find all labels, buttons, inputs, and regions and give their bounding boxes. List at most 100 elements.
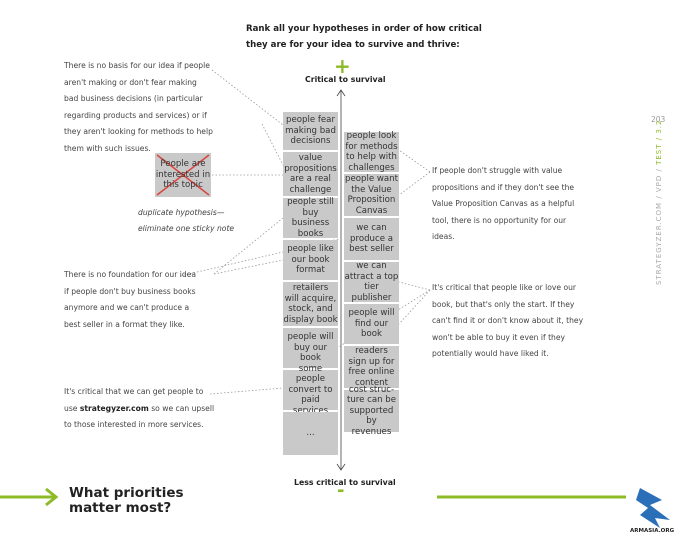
sticky-note: some people convert to paid services bbox=[283, 364, 338, 416]
axis-arrow-top bbox=[336, 89, 346, 97]
duplicate-note: People are interested in this topic bbox=[155, 153, 211, 197]
annotation-line: aren't making or don't fear making bbox=[64, 77, 197, 87]
note-line: propositions bbox=[284, 163, 337, 174]
dotted-connectors bbox=[179, 69, 431, 395]
annotation-line: bad business decisions (in particular bbox=[64, 94, 203, 103]
sticky-note: retailers will acquire, stock, and display … bbox=[283, 282, 338, 326]
sticky-note: ... bbox=[283, 412, 338, 455]
annotation-line: It's critical that people like or love o… bbox=[432, 283, 577, 292]
cross-out bbox=[156, 154, 210, 196]
footer-title: What priorities matter most? bbox=[69, 486, 184, 516]
note-line: ... bbox=[306, 428, 315, 439]
note-line: challenge bbox=[289, 184, 332, 195]
annotation-line: tool, there is no opportunity for our bbox=[432, 215, 567, 225]
sticky-note: people want the Value Proposition Canvas bbox=[344, 174, 399, 216]
note-line: revenues bbox=[351, 426, 392, 437]
sticky-note: people still buy business books bbox=[283, 197, 338, 239]
note-line: People are bbox=[160, 159, 206, 170]
note-line: free online bbox=[348, 367, 395, 377]
note-line: supported by bbox=[349, 405, 394, 427]
note-line: people like bbox=[287, 244, 334, 255]
note-line: produce a bbox=[350, 233, 393, 244]
note-line: stock, and bbox=[288, 304, 333, 314]
text: so we can upsell bbox=[148, 403, 215, 413]
annotation-line: best seller in a format they like. bbox=[64, 319, 185, 329]
note-line: people want bbox=[345, 174, 398, 184]
note-line: for methods bbox=[345, 141, 398, 152]
note-line: display book bbox=[283, 314, 338, 325]
annotation-line: use strategyzer.com so we can upsell bbox=[64, 401, 214, 418]
note-line: books bbox=[297, 228, 324, 239]
annotation-line: ideas. bbox=[432, 232, 455, 241]
annotation-line: to those interested in more services. bbox=[64, 420, 204, 429]
note-line: Canvas bbox=[355, 205, 388, 216]
note-line: readers bbox=[355, 346, 388, 356]
annotation: It's critical that people like or love o… bbox=[432, 280, 583, 363]
axis-arrow-bottom bbox=[336, 463, 346, 471]
sticky-note: value propositions are a real challenge bbox=[283, 152, 338, 196]
note-line: buy our book bbox=[294, 342, 327, 364]
side-gray: STRATEGYZER.COM / VPD / bbox=[655, 164, 663, 285]
title-line: What priorities bbox=[69, 485, 184, 501]
note-line: best seller bbox=[349, 244, 394, 255]
annotation: It's critical that we can get people to u… bbox=[64, 384, 214, 434]
duplicate-caption: duplicate hypothesis— eliminate one stick… bbox=[138, 205, 234, 237]
footer-arrowhead bbox=[45, 487, 59, 507]
logo-shape bbox=[636, 488, 670, 528]
note-line: people will bbox=[287, 332, 334, 343]
note-line: format bbox=[296, 265, 325, 276]
caption-line: eliminate one sticky note bbox=[138, 224, 235, 233]
annotation-line: won't be able to buy it even if they bbox=[432, 332, 566, 342]
title-line: matter most? bbox=[69, 500, 172, 516]
note-line: are a real bbox=[290, 174, 331, 184]
annotation-line: anymore and we can't produce a bbox=[64, 303, 190, 312]
header-line: they are for your idea to survive and th… bbox=[246, 40, 460, 50]
annotation-line: It's critical that we can get people to bbox=[64, 387, 204, 396]
top-label: Critical to survival bbox=[305, 75, 386, 84]
sticky-note: people will buy our book bbox=[283, 328, 338, 368]
annotation-line: propositions and if they don't see the bbox=[432, 182, 575, 192]
note-line: find our book bbox=[354, 318, 389, 340]
annotation: There is no basis for our idea if people… bbox=[64, 58, 213, 157]
note-line: we can bbox=[356, 261, 387, 271]
plus-sign: + bbox=[334, 54, 351, 78]
note-line: decisions bbox=[290, 136, 331, 147]
note-line: challenges bbox=[348, 162, 395, 173]
sticky-note: readers sign up for free online content bbox=[344, 346, 399, 388]
annotation-line: Value Proposition Canvas as a helpful bbox=[432, 199, 575, 208]
header: Rank all your hypotheses in order of how… bbox=[246, 21, 482, 53]
note-line: interested in bbox=[155, 169, 211, 180]
text: use bbox=[64, 403, 80, 413]
note-line: attract a top bbox=[344, 271, 399, 282]
link-text: strategyzer.com bbox=[79, 403, 149, 413]
note-line: making bad bbox=[285, 125, 336, 136]
logo-text: ARMASIA.ORG bbox=[630, 528, 675, 534]
note-line: people look bbox=[346, 131, 397, 141]
note-line: retailers bbox=[292, 283, 329, 293]
annotation-line: book, but that's only the start. If they bbox=[432, 299, 575, 309]
sticky-note: we can attract a top tier publisher bbox=[344, 261, 399, 303]
note-line: we can bbox=[356, 223, 387, 234]
note-line: the Value bbox=[351, 184, 392, 195]
sticky-note: people fear making bad decisions bbox=[283, 112, 338, 150]
side-green: TEST / 3.2 bbox=[655, 119, 663, 165]
annotation-line: potentially would have liked it. bbox=[432, 349, 549, 358]
bottom-label: Less critical to survival bbox=[294, 478, 396, 487]
annotation-line: There is no basis for our idea if people bbox=[64, 61, 210, 70]
minus-sign: - bbox=[337, 480, 345, 501]
sticky-note: people like our book format bbox=[283, 240, 338, 280]
note-line: people will bbox=[348, 308, 395, 319]
side-text: STRATEGYZER.COM / VPD / TEST / 3.2 bbox=[655, 120, 663, 285]
annotation-line: regarding products and services) or if bbox=[64, 110, 207, 120]
note-line: people fear bbox=[286, 115, 335, 126]
note-line: people still bbox=[287, 197, 334, 207]
sticky-note: people will find our book bbox=[344, 304, 399, 344]
annotation-line: There is no foundation for our idea bbox=[64, 270, 197, 279]
note-line: cost struc- bbox=[348, 384, 395, 395]
sticky-note: we can produce a best seller bbox=[344, 218, 399, 260]
note-line: this topic bbox=[163, 180, 203, 191]
note-line: paid services bbox=[292, 395, 329, 416]
note-line: value bbox=[298, 153, 323, 163]
